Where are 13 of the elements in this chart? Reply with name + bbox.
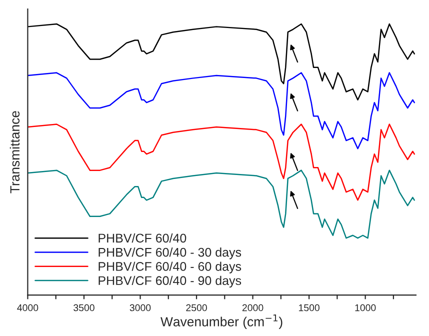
x-tick-label: 2500 <box>186 304 207 312</box>
x-tick-label: 1000 <box>355 304 376 312</box>
x-tick-label: 3500 <box>74 304 94 312</box>
legend-label: PHBV/CF 60/40 <box>98 233 186 243</box>
x-tick-label: 3000 <box>130 304 151 312</box>
legend-label: PHBV/CF 60/40 - 60 days <box>98 262 242 274</box>
x-tick-label: 4000 <box>17 304 38 312</box>
legend-label: PHBV/CF 60/40 - 30 days <box>98 248 242 260</box>
legend-label: PHBV/CF 60/40 - 90 days <box>98 276 242 288</box>
y-axis-title: Transmittance <box>10 111 20 194</box>
x-tick-label: 2000 <box>242 304 264 312</box>
x-tick-label: 1500 <box>298 304 320 312</box>
x-axis-title: Wavenumber (cm$^{−1}$) <box>160 314 282 330</box>
